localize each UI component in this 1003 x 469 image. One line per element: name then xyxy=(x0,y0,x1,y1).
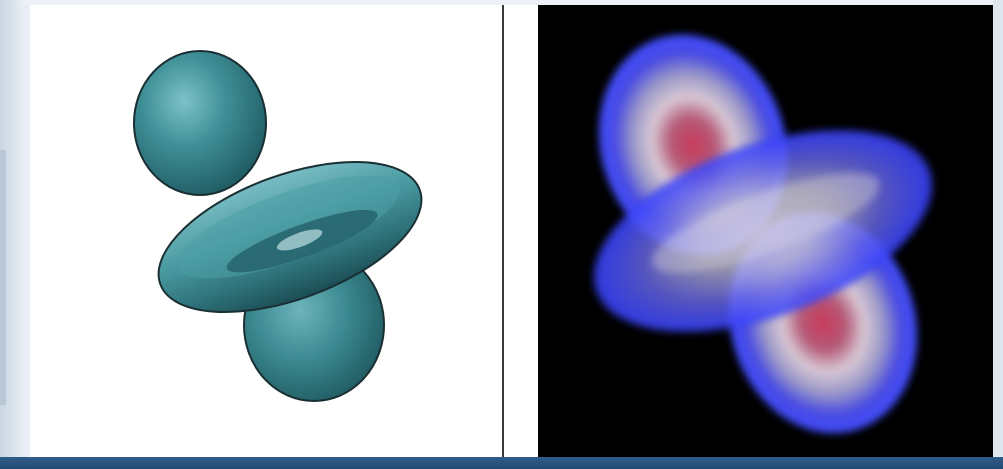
volume-render-panel xyxy=(538,5,993,457)
panel-gap xyxy=(504,5,538,457)
left-edge-frame xyxy=(0,0,22,469)
upper-lobe xyxy=(133,50,267,196)
left-edge-notch xyxy=(0,150,6,405)
isosurface-panel xyxy=(30,5,504,458)
volume-render xyxy=(538,5,993,457)
volume-ring xyxy=(593,129,933,333)
right-edge-frame xyxy=(993,0,1003,460)
top-strip xyxy=(22,0,1003,5)
bottom-bar xyxy=(0,457,1003,469)
torus-ring xyxy=(157,161,423,313)
isosurface-render xyxy=(133,50,423,402)
